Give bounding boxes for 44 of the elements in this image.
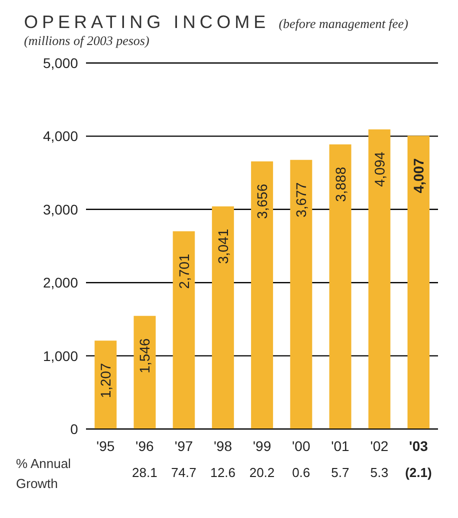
text: 28.1 [132,465,158,480]
data-label: 1,207 [98,362,114,398]
text: 74.7 [171,465,196,480]
y-tick-label: 3,000 [42,201,78,218]
bar [251,161,274,429]
x-tick-label: '02 [370,438,389,454]
data-label: 4,094 [371,152,388,187]
data-label: 4,007 [410,158,426,194]
x-tick-label: '00 [292,438,310,454]
chart-title: OPERATING INCOME (before management fee) [24,12,408,32]
bar [134,316,156,429]
x-tick-label: '97 [174,438,194,454]
y-tick-label: 1,000 [42,348,78,364]
y-tick-label: 2,000 [42,274,78,291]
x-tick-label: '95 [96,438,115,454]
bar [368,129,390,429]
y-tick-label: 0 [70,420,78,437]
bar [172,231,195,429]
y-tick-label: 4,000 [42,128,78,144]
bar [407,136,430,429]
chart-subtitle: (millions of 2003 pesos) [24,33,150,49]
data-label: 3,677 [293,182,310,218]
bar [329,144,352,429]
x-tick-label: '99 [252,438,272,454]
x-tick-label: '98 [214,438,232,454]
text: 5.7 [331,465,350,480]
text: 5.3 [370,465,388,480]
x-tick-label: '01 [331,438,350,454]
x-tick-label: '96 [136,438,154,454]
data-label: 2,701 [176,254,192,289]
text: 0.6 [292,465,310,480]
bar [290,160,312,429]
bar [94,340,117,429]
data-label: 3,656 [254,184,270,219]
data-label: 3,041 [214,228,231,264]
data-label: 1,546 [136,338,153,374]
text: % Annual Growth [16,455,72,493]
text: (2.1) [405,465,432,480]
bar [212,206,234,429]
data-label: 3,888 [332,166,348,202]
text: 12.6 [210,465,236,480]
x-tick-label: '03 [408,438,428,454]
y-tick-label: 5,000 [42,54,78,71]
text: 20.2 [249,465,275,480]
